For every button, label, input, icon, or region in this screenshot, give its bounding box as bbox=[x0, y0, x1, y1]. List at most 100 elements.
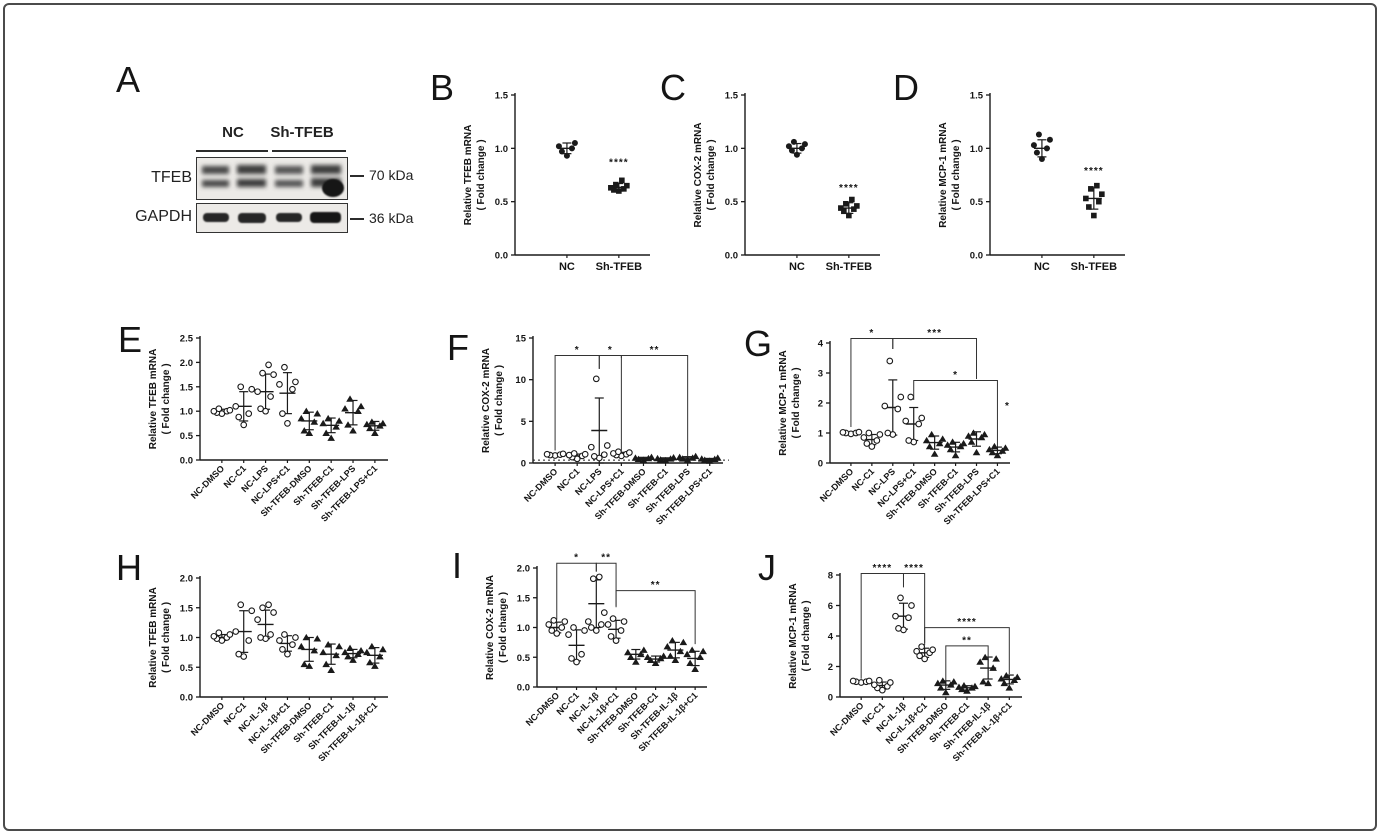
data-points bbox=[849, 677, 873, 686]
axes bbox=[536, 566, 707, 688]
data-points bbox=[675, 452, 700, 463]
svg-text:3: 3 bbox=[818, 369, 823, 380]
y-ticks: 0.0 0.5 1.0 1.5 2.0 bbox=[180, 574, 200, 704]
data-points bbox=[363, 642, 387, 669]
svg-text:( Fold change ): ( Fold change ) bbox=[161, 602, 172, 673]
data-points bbox=[232, 383, 256, 429]
chart-svg-D: 0.0 0.5 1.0 1.5 Relative MCP-1 mRNA( Fold ch… bbox=[938, 91, 1125, 273]
panel-d-chart: 0.0 0.5 1.0 1.5 Relative MCP-1 mRNA( Fold ch… bbox=[930, 78, 1145, 288]
panel-label-e: E bbox=[118, 319, 143, 360]
chart-svg-E: 0.0 0.5 1.0 1.5 2.0 2.5 Relative TFEB mRNA( Fo… bbox=[148, 334, 388, 524]
panel-g-chart: 0 1 2 3 4 Relative MCP-1 mRNA( Fold change ) N… bbox=[770, 322, 1050, 560]
comparison-bracket bbox=[850, 338, 894, 427]
bracket-stars: ** bbox=[651, 580, 661, 591]
chart-svg-I: 0.0 0.5 1.0 1.5 2.0 Relative COX-2 mRNA( Fold… bbox=[485, 553, 707, 753]
gapdh-bands bbox=[203, 212, 341, 223]
data-points bbox=[785, 138, 808, 158]
x-tick-label: Sh-TFEB bbox=[826, 261, 872, 273]
svg-text:0.5: 0.5 bbox=[725, 197, 739, 208]
panel-label-j: J bbox=[758, 547, 776, 588]
panel-label-f: F bbox=[447, 327, 469, 368]
comparison-bracket bbox=[620, 355, 689, 457]
svg-text:( Fold change ): ( Fold change ) bbox=[494, 365, 505, 436]
axes bbox=[839, 573, 1022, 698]
data-points bbox=[543, 450, 567, 459]
red-asterisk-annotation: * bbox=[1005, 401, 1010, 412]
blot-group-label-nc: NC bbox=[222, 124, 244, 141]
data-points bbox=[892, 594, 915, 634]
data-points bbox=[683, 646, 707, 672]
chart-svg-F: 0 5 10 15 Relative COX-2 mRNA( Fold change )… bbox=[481, 334, 729, 527]
data-points bbox=[653, 453, 678, 464]
data-points bbox=[210, 405, 234, 417]
bracket-stars: **** bbox=[873, 563, 893, 574]
svg-text:0: 0 bbox=[828, 693, 833, 704]
comparison-bracket bbox=[556, 562, 597, 620]
bracket-stars: ** bbox=[601, 553, 611, 564]
svg-text:0.0: 0.0 bbox=[970, 251, 983, 262]
svg-text:0.5: 0.5 bbox=[180, 431, 194, 442]
bracket-stars: * bbox=[608, 345, 613, 356]
data-points bbox=[839, 428, 863, 438]
data-points bbox=[545, 617, 569, 637]
data-points bbox=[697, 454, 722, 464]
chart-svg-H: 0.0 0.5 1.0 1.5 2.0 Relative TFEB mRNA( Fold … bbox=[148, 574, 388, 763]
svg-text:( Fold change ): ( Fold change ) bbox=[498, 592, 509, 663]
svg-text:10: 10 bbox=[515, 375, 526, 386]
svg-text:0.0: 0.0 bbox=[725, 251, 738, 262]
svg-text:( Fold change ): ( Fold change ) bbox=[706, 139, 717, 210]
svg-text:0.0: 0.0 bbox=[495, 251, 508, 262]
blot-row-label-gapdh: GAPDH bbox=[135, 208, 192, 225]
svg-text:1.0: 1.0 bbox=[970, 144, 983, 155]
data-points bbox=[881, 357, 905, 438]
svg-text:1.5: 1.5 bbox=[180, 603, 194, 614]
y-ticks: 0.0 0.5 1.0 1.5 2.0 2.5 bbox=[180, 334, 200, 467]
y-ticks: 0 5 10 15 bbox=[515, 334, 533, 470]
axes bbox=[514, 93, 650, 256]
y-axis-label: Relative COX-2 mRNA bbox=[693, 122, 704, 227]
svg-text:1.5: 1.5 bbox=[517, 593, 531, 604]
data-points bbox=[565, 450, 589, 463]
svg-text:1.0: 1.0 bbox=[180, 633, 193, 644]
svg-text:1.0: 1.0 bbox=[725, 144, 738, 155]
panel-c-chart: 0.0 0.5 1.0 1.5 Relative COX-2 mRNA( Fold ch… bbox=[685, 78, 900, 288]
chart-svg-B: 0.0 0.5 1.0 1.5 Relative TFEB mRNA( Fold cha… bbox=[463, 91, 650, 273]
data-points bbox=[860, 429, 884, 450]
panel-label-i: I bbox=[452, 545, 463, 586]
marker-line-70kda bbox=[350, 175, 364, 177]
bracket-stars: **** bbox=[904, 563, 924, 574]
bracket-stars: ** bbox=[650, 345, 660, 356]
svg-text:2.0: 2.0 bbox=[180, 358, 193, 369]
svg-text:1.0: 1.0 bbox=[495, 144, 508, 155]
svg-text:0.5: 0.5 bbox=[970, 197, 984, 208]
x-tick-label: NC bbox=[559, 261, 575, 273]
y-ticks: 0 1 2 3 4 bbox=[818, 339, 830, 470]
panel-h-chart: 0.0 0.5 1.0 1.5 2.0 Relative TFEB mRNA( Fold … bbox=[140, 553, 420, 793]
svg-text:1.0: 1.0 bbox=[180, 407, 193, 418]
y-axis-label: Relative TFEB mRNA bbox=[148, 587, 159, 688]
svg-text:( Fold change ): ( Fold change ) bbox=[801, 600, 812, 671]
comparison-bracket bbox=[913, 380, 998, 447]
error-bar bbox=[591, 397, 608, 464]
blot-group-label-sh-tfeb: Sh-TFEB bbox=[270, 124, 334, 141]
blot-membranes bbox=[196, 157, 348, 233]
data-points bbox=[838, 196, 860, 219]
data-points bbox=[319, 414, 343, 441]
svg-text:2.0: 2.0 bbox=[180, 574, 193, 585]
data-points bbox=[955, 681, 979, 694]
data-points bbox=[555, 140, 578, 159]
comparison-bracket bbox=[945, 645, 989, 681]
panel-e-chart: 0.0 0.5 1.0 1.5 2.0 2.5 Relative TFEB mRNA( Fo… bbox=[140, 325, 420, 560]
data-points bbox=[297, 407, 322, 436]
data-points bbox=[276, 631, 299, 658]
panel-label-c: C bbox=[660, 67, 686, 108]
panel-label-b: B bbox=[430, 67, 455, 108]
y-axis-label: Relative MCP-1 mRNA bbox=[778, 350, 789, 456]
significance-stars: **** bbox=[609, 157, 629, 168]
bracket-stars: ** bbox=[962, 635, 972, 646]
data-points bbox=[913, 643, 937, 663]
panel-j-chart: 0 2 4 6 8 Relative MCP-1 mRNA( Fold change ) N… bbox=[780, 550, 1060, 800]
western-blot-panel: NC Sh-TFEB TFEB GAPDH 70 kDa 36 kDa bbox=[130, 120, 460, 250]
